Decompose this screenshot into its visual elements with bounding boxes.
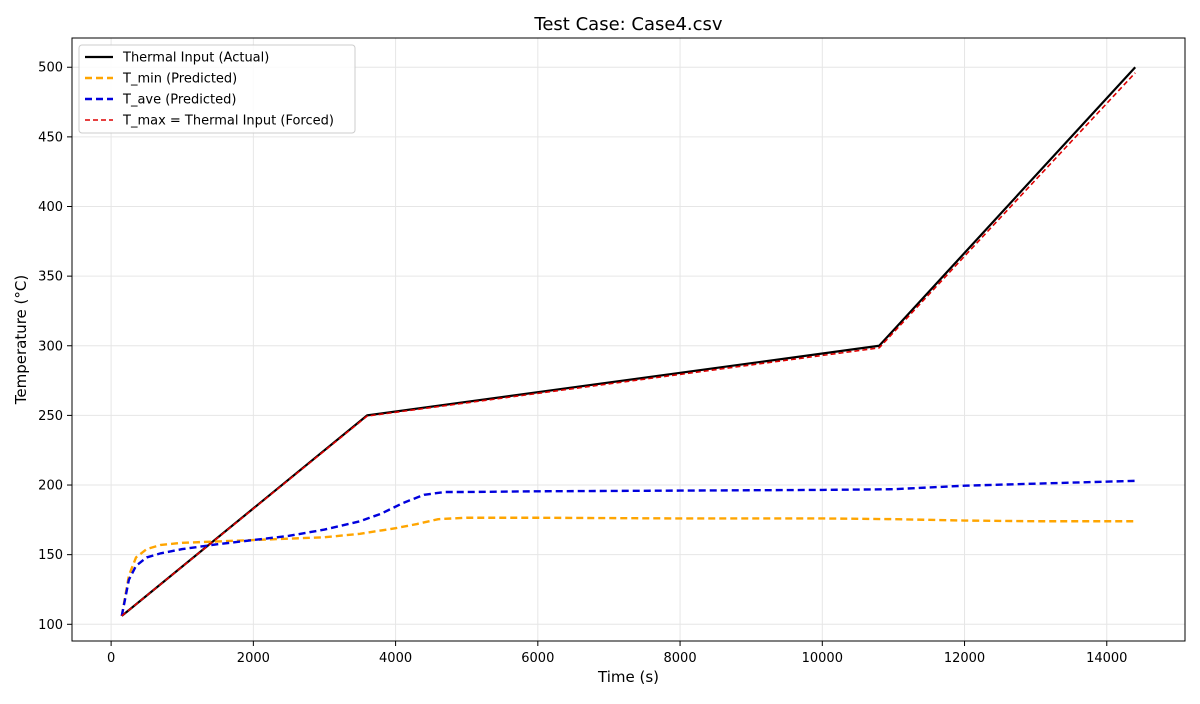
x-tick-label: 0 (107, 651, 115, 666)
series-line-1 (120, 516, 1136, 617)
series-line-0 (121, 66, 1137, 617)
x-tick-label: 8000 (664, 651, 697, 666)
x-tick-label: 2000 (237, 651, 270, 666)
y-tick-label: 350 (38, 270, 63, 285)
y-axis-label: Temperature (°C) (12, 275, 30, 405)
plot-frame (71, 37, 1186, 642)
series-lines (120, 66, 1137, 617)
series-line-3 (121, 72, 1136, 617)
y-tick-label: 150 (38, 548, 63, 563)
legend-label: T_min (Predicted) (122, 72, 237, 87)
y-tick-label: 100 (38, 618, 63, 633)
y-tick-label: 450 (38, 130, 63, 145)
y-tick-label: 400 (38, 200, 63, 215)
x-tick-label: 12000 (944, 651, 985, 666)
axis-ticks: 0 2000 4000 6000 8000 10000 12000 14000 100 150 20… (38, 61, 1127, 666)
x-tick-label: 6000 (521, 651, 554, 666)
y-tick-label: 200 (38, 479, 63, 494)
x-tick-label: 10000 (802, 651, 843, 666)
x-tick-label: 4000 (379, 651, 412, 666)
legend-label: T_ave (Predicted) (122, 93, 236, 108)
chart-title: Test Case: Case4.csv (533, 14, 723, 35)
y-tick-label: 250 (38, 409, 63, 424)
x-tick-label: 14000 (1086, 651, 1127, 666)
x-axis-label: Time (s) (597, 668, 659, 686)
y-tick-label: 300 (38, 339, 63, 354)
legend-label: T_max = Thermal Input (Forced) (122, 114, 334, 129)
y-tick-label: 500 (38, 61, 63, 76)
legend-label: Thermal Input (Actual) (122, 51, 269, 66)
legend-box (78, 44, 356, 134)
legend: Thermal Input (Actual) T_min (Predicted) T… (78, 44, 356, 134)
series-line-2 (120, 479, 1136, 617)
